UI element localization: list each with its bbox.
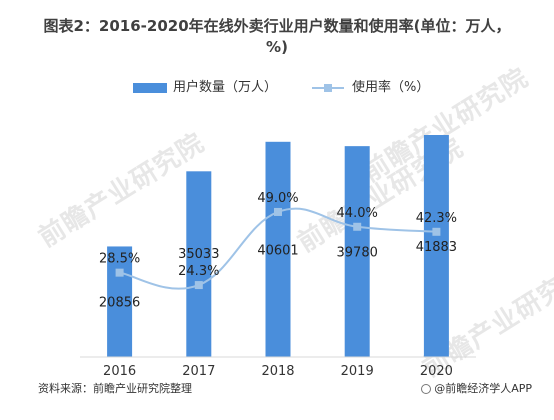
rate-marker-2019 [353,222,362,231]
bar-label-2020: 41883 [416,240,457,255]
x-tick-2020: 2020 [420,364,453,379]
source-note: 资料来源：前瞻产业研究院整理 [38,382,192,395]
chart-title: 图表2：2016-2020年在线外卖行业用户数量和使用率(单位：万人，%) [43,17,511,56]
legend: 用户数量（万人） 使用率（%） [0,78,554,98]
brand-credit: @前瞻经济学人APP [421,380,532,396]
legend-bar-swatch [133,83,167,93]
bar-label-2017: 35033 [178,247,219,262]
brand-logo-icon [421,384,432,394]
rate-label-2020: 42.3% [416,211,457,226]
rate-label-2017: 24.3% [178,264,219,279]
bar-labels-group: 20856 35033 40601 39780 41883 [99,240,457,311]
brand-text: @前瞻经济学人APP [434,382,532,395]
bar-2017 [186,171,212,357]
x-tick-2018: 2018 [261,364,294,379]
rate-marker-2018 [274,207,282,216]
x-ticks-group: 2016 2017 2018 2019 2020 [103,364,453,379]
x-tick-2019: 2019 [341,364,374,379]
legend-label-usage-rate: 使用率（%） [352,80,430,95]
bar-2019 [344,146,370,357]
markers-group [115,207,441,290]
bar-2018 [265,141,291,357]
x-tick-2017: 2017 [182,364,215,379]
legend-label-users: 用户数量（万人） [173,80,278,95]
rate-marker-2017 [194,281,203,290]
bar-2020 [423,135,449,357]
bar-2016 [107,246,133,357]
rate-label-2018: 49.0% [257,191,298,206]
bar-label-2018: 40601 [257,243,298,258]
x-tick-2016: 2016 [103,364,136,379]
rate-marker-2020 [432,227,441,236]
rate-label-2019: 44.0% [337,206,378,221]
bar-label-2016: 20856 [99,296,140,311]
line-labels-group: 28.5% 24.3% 49.0% 44.0% 42.3% [99,191,457,279]
rate-marker-2016 [115,268,124,277]
legend-line-marker [324,84,332,92]
bars-group [107,135,449,357]
rate-label-2016: 28.5% [99,252,140,267]
bar-label-2019: 39780 [337,246,378,261]
